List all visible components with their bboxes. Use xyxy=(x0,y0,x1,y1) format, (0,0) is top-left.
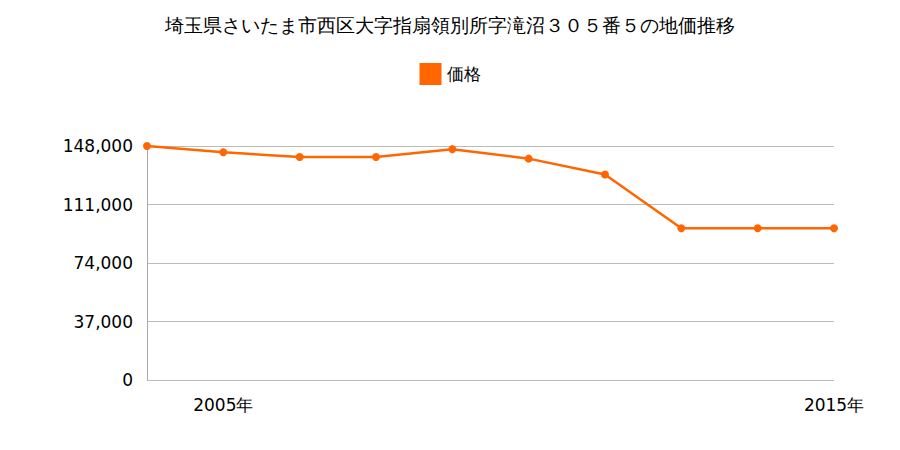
svg-text:74,000: 74,000 xyxy=(74,253,133,273)
svg-text:111,000: 111,000 xyxy=(63,195,133,215)
svg-text:2005年: 2005年 xyxy=(193,395,253,415)
svg-text:埼玉県さいたま市西区大字指扇領別所字滝沼３０５番５の地価推移: 埼玉県さいたま市西区大字指扇領別所字滝沼３０５番５の地価推移 xyxy=(164,14,735,36)
svg-text:価格: 価格 xyxy=(447,64,481,84)
svg-text:0: 0 xyxy=(122,370,133,390)
svg-text:37,000: 37,000 xyxy=(74,312,133,332)
svg-text:2015年: 2015年 xyxy=(804,395,864,415)
svg-text:148,000: 148,000 xyxy=(63,136,133,156)
